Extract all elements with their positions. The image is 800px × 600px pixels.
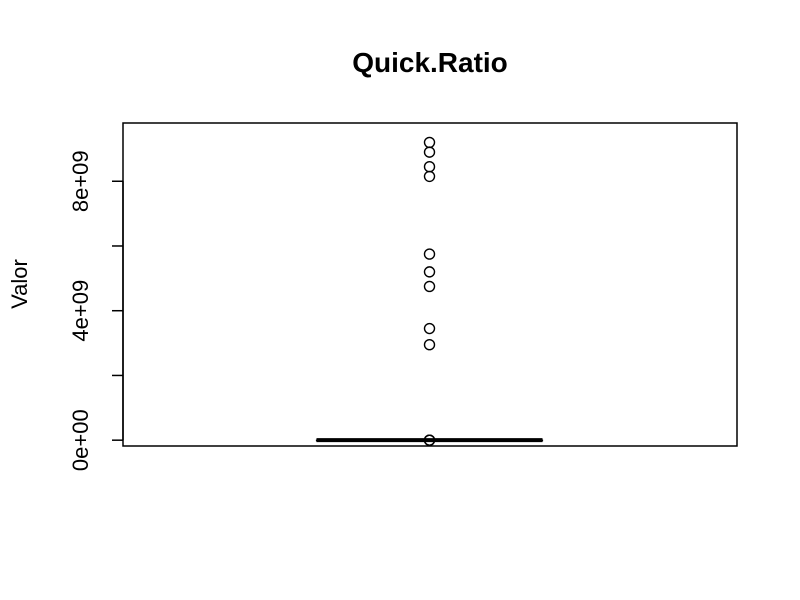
box-group — [315, 438, 544, 443]
outlier-point — [423, 248, 436, 260]
outlier-point — [423, 280, 436, 293]
outlier-point — [423, 136, 436, 149]
outlier-point — [423, 338, 436, 351]
outlier-point — [423, 160, 436, 173]
outlier-point — [423, 434, 436, 446]
outlier-point — [423, 170, 436, 183]
outlier-point — [423, 266, 436, 278]
y-tick-label: 4e+09 — [68, 280, 93, 342]
y-axis-label: Valor — [7, 259, 32, 309]
y-axis: 0e+00 4e+09 8e+09 — [68, 150, 124, 471]
y-tick-label: 0e+00 — [68, 409, 93, 471]
outlier-group — [423, 136, 436, 446]
chart-title: Quick.Ratio — [352, 47, 508, 78]
outlier-point — [423, 322, 436, 335]
y-tick-label: 8e+09 — [68, 150, 93, 212]
outlier-point — [423, 146, 436, 158]
